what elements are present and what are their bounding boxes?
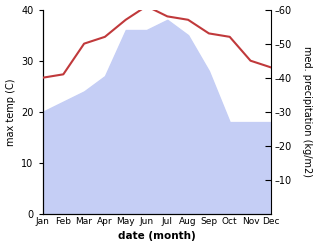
Y-axis label: max temp (C): max temp (C) — [5, 78, 16, 145]
X-axis label: date (month): date (month) — [118, 231, 196, 242]
Y-axis label: med. precipitation (kg/m2): med. precipitation (kg/m2) — [302, 46, 313, 177]
